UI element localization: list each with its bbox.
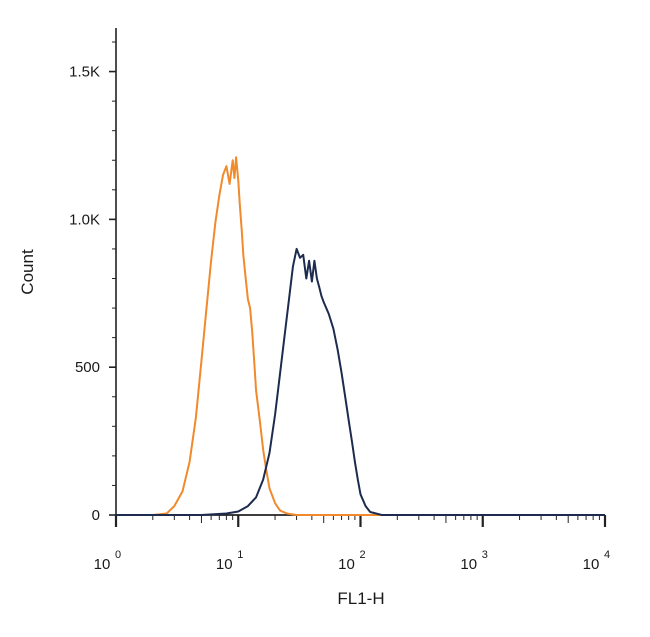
x-tick-exponent: 1 [237, 549, 243, 561]
series-2-line [116, 247, 605, 516]
x-tick-exponent: 4 [604, 549, 610, 561]
x-tick-label: 10 [583, 556, 600, 573]
x-tick-exponent: 3 [482, 549, 488, 561]
x-tick-label: 10 [94, 556, 111, 573]
x-tick-label: 10 [216, 556, 233, 573]
x-axis-label: FL1-H [337, 589, 384, 608]
x-tick-label: 10 [460, 556, 477, 573]
y-tick-label: 1.5K [69, 64, 100, 81]
series-1-line [116, 156, 605, 516]
y-axis-label: Count [18, 249, 37, 295]
x-tick-label: 10 [338, 556, 355, 573]
y-tick-label: 0 [92, 507, 100, 524]
y-tick-label: 500 [75, 359, 100, 376]
x-tick-exponent: 0 [115, 549, 121, 561]
y-tick-label: 1.0K [69, 211, 100, 228]
x-tick-exponent: 2 [359, 549, 365, 561]
